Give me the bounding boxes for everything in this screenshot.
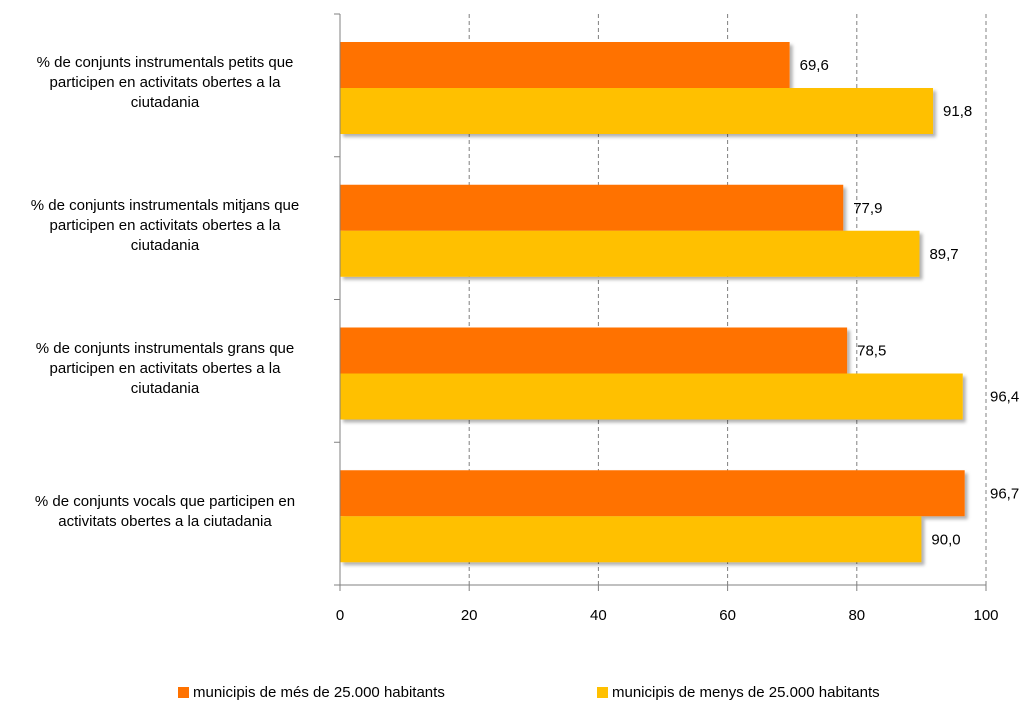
- data-label-s1-c1: 69,6: [800, 57, 829, 74]
- legend-label: municipis de més de 25.000 habitants: [193, 684, 445, 701]
- category-label-line: ciutadania: [130, 94, 200, 112]
- category-label-line: % de conjunts instrumentals mitjans que: [30, 197, 300, 215]
- category-label-line: ciutadania: [130, 379, 200, 397]
- bar-s2-c4: [340, 516, 922, 563]
- category-label-2: % de conjunts instrumentals mitjans que p…: [0, 196, 330, 256]
- category-label-line: activitats obertes a la ciutadania: [58, 512, 272, 530]
- category-label-line: % de conjunts instrumentals grans que: [35, 339, 295, 357]
- category-label-line: participen en activitats obertes a la: [49, 217, 281, 235]
- legend-swatch: [597, 687, 608, 698]
- data-label-s1-c3: 78,5: [857, 343, 886, 360]
- legend-item-2: municipis de menys de 25.000 habitants: [597, 684, 880, 701]
- bar-s2-c1: [340, 88, 934, 134]
- bar-s2-c2: [340, 230, 920, 277]
- category-label-1: % de conjunts instrumentals petits que pa…: [0, 53, 330, 113]
- category-label-line: % de conjunts instrumentals petits que: [36, 54, 294, 72]
- x-tick-label-0: 0: [336, 607, 344, 624]
- legend-item-1: municipis de més de 25.000 habitants: [178, 684, 445, 701]
- bar-chart: 69,6 91,8 77,9 89,7 78,5 96,4 96,7 90,0 0 20 40 60 8…: [334, 13, 1019, 624]
- bar-s1-c4: [340, 470, 965, 517]
- category-label-line: ciutadania: [130, 237, 200, 255]
- category-label-3: % de conjunts instrumentals grans que par…: [0, 339, 330, 399]
- category-label-4: % de conjunts vocals que participen en ac…: [0, 492, 330, 532]
- category-label-line: % de conjunts vocals que participen en: [34, 492, 296, 510]
- x-tick-label-100: 100: [973, 607, 998, 624]
- legend: municipis de més de 25.000 habitants muni…: [0, 684, 1025, 704]
- category-label-line: participen en activitats obertes a la: [49, 359, 281, 377]
- x-tick-label-60: 60: [719, 607, 736, 624]
- data-label-s2-c4: 90,0: [931, 531, 960, 548]
- data-label-s2-c1: 91,8: [943, 103, 972, 120]
- legend-label: municipis de menys de 25.000 habitants: [612, 684, 880, 701]
- data-label-s2-c3: 96,4: [990, 389, 1019, 406]
- bar-s1-c3: [340, 327, 848, 374]
- x-tick-label-40: 40: [590, 607, 607, 624]
- x-tick-label-80: 80: [848, 607, 865, 624]
- bar-s2-c3: [340, 373, 963, 420]
- data-label-s2-c2: 89,7: [929, 246, 958, 263]
- bar-s1-c1: [340, 42, 790, 88]
- x-tick-label-20: 20: [461, 607, 478, 624]
- data-label-s1-c4: 96,7: [990, 485, 1019, 502]
- data-label-s1-c2: 77,9: [853, 200, 882, 217]
- category-label-line: participen en activitats obertes a la: [49, 74, 281, 92]
- bar-s1-c2: [340, 184, 844, 231]
- legend-swatch: [178, 687, 189, 698]
